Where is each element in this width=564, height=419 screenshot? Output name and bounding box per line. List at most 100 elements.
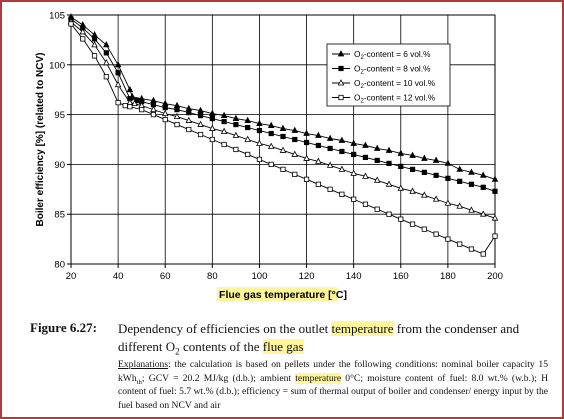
data-point <box>468 168 475 175</box>
data-point <box>114 80 122 88</box>
data-point <box>186 126 192 133</box>
data-point <box>122 103 128 109</box>
data-point <box>245 151 251 158</box>
data-point <box>280 166 286 172</box>
y-tick-label: 80 <box>54 260 65 271</box>
y-tick-label: 85 <box>54 210 65 221</box>
data-point <box>362 201 369 207</box>
figure-title-part1: Dependency of efficiencies on the outlet <box>118 321 332 336</box>
data-point <box>150 105 157 113</box>
data-point <box>327 145 333 152</box>
data-point <box>315 142 321 149</box>
data-point <box>279 146 287 153</box>
x-tick-label: 120 <box>299 271 315 282</box>
x-tick-label: 100 <box>252 271 268 282</box>
figure-title-highlight-flue-gas: flue gas <box>262 339 304 354</box>
data-point <box>468 206 475 213</box>
data-point <box>468 181 475 187</box>
data-point <box>338 65 344 72</box>
data-point <box>409 187 416 194</box>
data-point <box>131 99 138 107</box>
data-point <box>91 36 98 42</box>
series-1 <box>67 13 499 182</box>
x-tick-label: 200 <box>487 271 503 282</box>
data-point <box>197 112 204 119</box>
y-tick-label: 95 <box>54 110 65 121</box>
data-point <box>339 191 345 197</box>
data-point <box>398 216 404 222</box>
data-point <box>267 142 275 149</box>
figure-title: Dependency of efficiencies on the outlet… <box>118 320 548 356</box>
data-point <box>291 126 299 133</box>
data-point <box>127 104 133 110</box>
data-point <box>362 172 369 179</box>
data-point <box>386 211 392 217</box>
data-point <box>186 110 192 116</box>
data-point <box>103 58 110 66</box>
window-frame-top <box>0 0 564 2</box>
data-point <box>279 124 287 131</box>
data-point <box>91 53 98 59</box>
series-2 <box>68 16 498 194</box>
data-point <box>409 221 416 227</box>
figure-explanations: Explanations: the calculation is based o… <box>118 358 548 412</box>
data-point <box>256 139 263 146</box>
data-point <box>397 149 405 156</box>
window-frame-left <box>0 0 2 419</box>
data-point <box>232 131 240 138</box>
data-point <box>350 169 357 176</box>
y-axis-title: Boiler efficiency [%] (related to NCV) <box>35 53 46 227</box>
data-point <box>209 109 216 117</box>
data-point <box>103 41 110 48</box>
data-point <box>162 116 168 123</box>
data-point <box>480 251 486 257</box>
legend-label: O2-content = 8 vol.% <box>354 64 431 76</box>
data-point <box>185 116 193 123</box>
data-point <box>115 100 121 106</box>
x-tick-label: 60 <box>160 271 171 282</box>
explanations-highlight-temperature: temperature <box>295 372 342 384</box>
data-point <box>303 176 310 182</box>
data-point <box>114 60 122 68</box>
data-point <box>409 151 416 158</box>
data-point <box>409 166 416 172</box>
data-point <box>373 176 381 183</box>
data-point <box>457 241 463 247</box>
data-point <box>197 106 204 114</box>
legend-label: O2-content = 12 vol.% <box>354 93 436 105</box>
data-point <box>233 121 239 128</box>
data-point <box>433 172 439 178</box>
data-point <box>209 136 215 143</box>
data-point <box>350 139 357 146</box>
data-point <box>398 163 404 169</box>
figure-title-part2: from the condenser and different O <box>118 321 520 354</box>
data-point <box>292 136 298 143</box>
data-point <box>268 130 274 137</box>
data-point <box>115 70 121 76</box>
data-point <box>456 165 463 172</box>
data-point <box>209 115 215 122</box>
data-point <box>232 114 240 121</box>
data-point <box>327 186 333 192</box>
efficiency-chart: 20 40 60 80 100 120 140 160 180 200 80 85 90 95 100 105… <box>35 11 503 301</box>
data-point <box>479 210 487 217</box>
data-point <box>303 154 310 161</box>
data-point <box>337 50 345 57</box>
data-point <box>221 118 227 125</box>
data-point <box>292 171 298 177</box>
data-point <box>445 175 451 181</box>
legend-label: O2-content = 6 vol.% <box>354 49 431 61</box>
plot-frame <box>70 14 496 265</box>
data-point <box>338 94 344 101</box>
figure-title-subscript: 2 <box>175 346 180 357</box>
data-point <box>351 196 357 202</box>
data-point <box>197 120 204 127</box>
data-point <box>303 129 310 136</box>
data-point <box>291 150 299 157</box>
figure-title-highlight-temperature: temperature <box>331 321 394 336</box>
data-point <box>457 178 463 184</box>
data-point <box>385 180 393 187</box>
data-point <box>433 231 439 237</box>
x-tick-label: 80 <box>207 271 218 282</box>
data-point <box>315 181 321 187</box>
